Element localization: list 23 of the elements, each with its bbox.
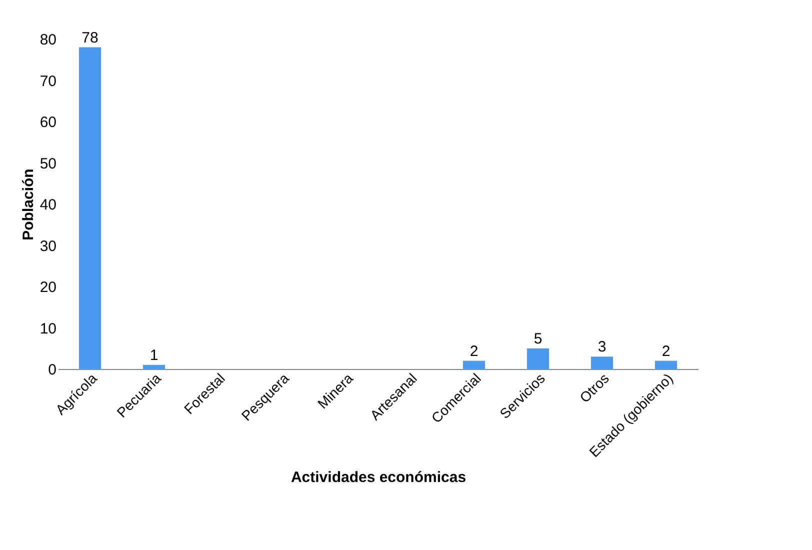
data-label: 3: [598, 338, 606, 356]
y-tick-label: 20: [40, 279, 56, 296]
y-tick-label: 0: [48, 362, 56, 378]
bar: [463, 360, 485, 369]
y-tick-label: 50: [40, 155, 56, 172]
bar: [655, 360, 677, 369]
bar: [527, 348, 549, 369]
data-label: 2: [470, 342, 478, 360]
y-tick-label: 80: [40, 32, 56, 48]
y-tick-label: 60: [40, 114, 56, 131]
data-label: 2: [662, 342, 670, 360]
data-label: 5: [534, 330, 542, 348]
y-tick-label: 10: [40, 320, 56, 338]
bar: [79, 47, 101, 369]
y-tick-label: 40: [40, 196, 56, 214]
y-tick-label: 70: [40, 72, 56, 90]
y-tick-label: 30: [40, 238, 56, 255]
bar: [591, 356, 613, 369]
data-label: 1: [150, 346, 158, 364]
data-label: 78: [82, 29, 98, 46]
y-axis-title: Población: [20, 168, 37, 240]
x-axis-title: Actividades económicas: [290, 469, 466, 486]
bar: [143, 364, 165, 369]
